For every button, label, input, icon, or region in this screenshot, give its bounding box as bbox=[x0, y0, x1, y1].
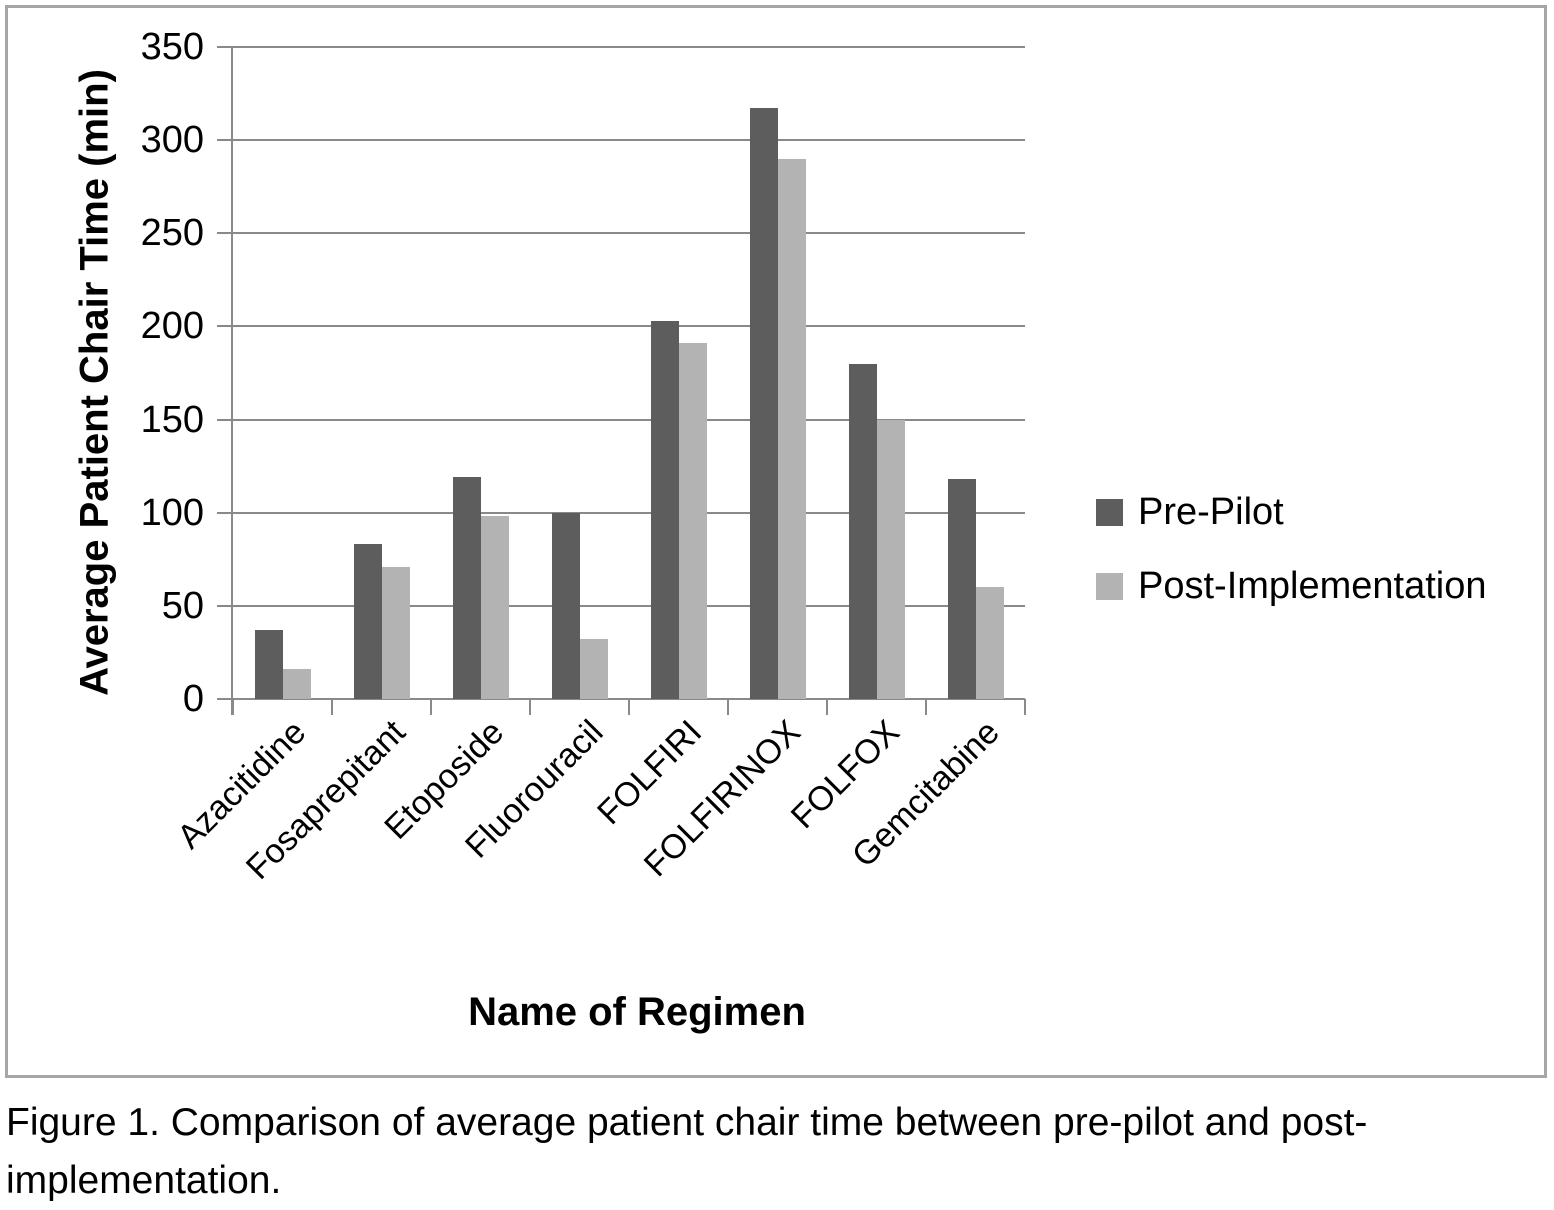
y-tick-label: 0 bbox=[182, 678, 204, 720]
gridline bbox=[217, 139, 1025, 142]
y-axis-title: Average Patient Chair Time (min) bbox=[72, 69, 117, 696]
bar-post-implementation bbox=[877, 420, 905, 699]
x-axis-tick bbox=[331, 699, 333, 715]
bar-post-implementation bbox=[976, 587, 1004, 699]
gridline bbox=[217, 698, 1025, 700]
legend-swatch-post-implementation bbox=[1096, 572, 1123, 600]
bar-pre-pilot bbox=[948, 479, 976, 699]
bar-post-implementation bbox=[481, 516, 509, 699]
x-axis-tick bbox=[1024, 699, 1026, 715]
x-axis-tick bbox=[232, 699, 234, 715]
y-tick-label: 200 bbox=[140, 305, 204, 348]
y-tick-label: 350 bbox=[140, 26, 204, 68]
y-tick-label: 300 bbox=[140, 119, 204, 162]
y-tick-label: 150 bbox=[140, 398, 204, 441]
legend-item: Post-Implementation bbox=[1096, 566, 1487, 606]
bar-pre-pilot bbox=[750, 108, 778, 699]
x-axis-title: Name of Regimen bbox=[468, 990, 806, 1034]
bar-pre-pilot bbox=[651, 321, 679, 699]
bar-post-implementation bbox=[679, 343, 707, 699]
bar-pre-pilot bbox=[453, 477, 481, 699]
bar-post-implementation bbox=[580, 639, 608, 699]
gridline bbox=[217, 418, 1025, 421]
bar-post-implementation bbox=[382, 567, 410, 699]
x-axis-tick bbox=[826, 699, 828, 715]
x-axis-tick bbox=[727, 699, 729, 715]
bar-pre-pilot bbox=[255, 630, 283, 699]
bar-pre-pilot bbox=[552, 513, 580, 699]
chart-frame: 0 50 100 150 200 250 300 350 Azacitidine Fosaprep… bbox=[5, 5, 1547, 1078]
legend-label: Post-Implementation bbox=[1138, 565, 1487, 607]
gridline bbox=[217, 46, 1025, 48]
x-axis-tick bbox=[430, 699, 432, 715]
y-tick-label: 50 bbox=[161, 584, 204, 627]
gridline bbox=[217, 511, 1025, 514]
figure-caption: Figure 1. Comparison of average patient … bbox=[6, 1101, 1368, 1202]
y-axis-line bbox=[231, 47, 233, 715]
y-tick-label: 250 bbox=[140, 212, 204, 255]
x-axis-tick bbox=[628, 699, 630, 715]
legend-label: Pre-Pilot bbox=[1138, 491, 1284, 533]
legend-item: Pre-Pilot bbox=[1096, 492, 1284, 532]
bar-pre-pilot bbox=[354, 544, 382, 699]
x-axis-tick bbox=[529, 699, 531, 715]
bar-pre-pilot bbox=[849, 364, 877, 699]
bar-post-implementation bbox=[778, 159, 806, 699]
x-axis-tick bbox=[925, 699, 927, 715]
gridline bbox=[217, 232, 1025, 235]
gridline bbox=[217, 604, 1025, 607]
legend-swatch-pre-pilot bbox=[1096, 498, 1123, 526]
gridline bbox=[217, 325, 1025, 328]
y-tick-label: 100 bbox=[140, 491, 204, 534]
bar-post-implementation bbox=[283, 669, 311, 699]
